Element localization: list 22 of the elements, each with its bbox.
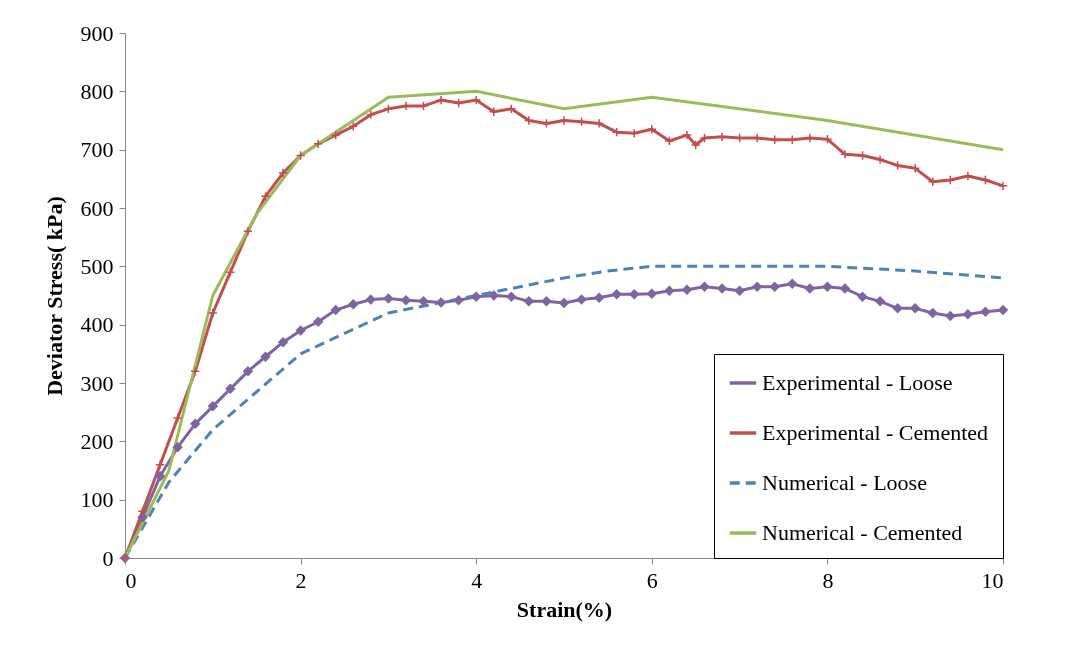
- legend-label: Experimental - Loose: [762, 370, 953, 395]
- x-axis-title: Strain(%): [516, 596, 613, 622]
- legend-label: Numerical - Loose: [762, 470, 927, 495]
- x-tick-label: 6: [646, 567, 658, 593]
- legend-label: Numerical - Cemented: [762, 520, 963, 545]
- y-axis-title: Deviator Stress( kPa): [41, 196, 67, 396]
- x-tick-label: 0: [125, 567, 137, 593]
- y-tick-label: 300: [80, 370, 114, 396]
- legend-label: Experimental - Cemented: [762, 420, 989, 445]
- y-tick-label: 600: [80, 195, 114, 221]
- y-tick-label: 500: [80, 253, 114, 279]
- x-tick-label: 8: [822, 567, 834, 593]
- x-tick-label: 4: [471, 567, 483, 593]
- y-tick-label: 900: [80, 20, 114, 46]
- y-tick-label: 100: [80, 487, 114, 513]
- y-tick-label: 200: [80, 428, 114, 454]
- y-tick-label: 400: [80, 312, 114, 338]
- x-tick-label: 2: [295, 567, 307, 593]
- y-tick-label: 700: [80, 137, 114, 163]
- x-tick-label: 10: [981, 567, 1004, 593]
- y-tick-label: 800: [80, 78, 114, 104]
- y-tick-label: 0: [102, 545, 114, 571]
